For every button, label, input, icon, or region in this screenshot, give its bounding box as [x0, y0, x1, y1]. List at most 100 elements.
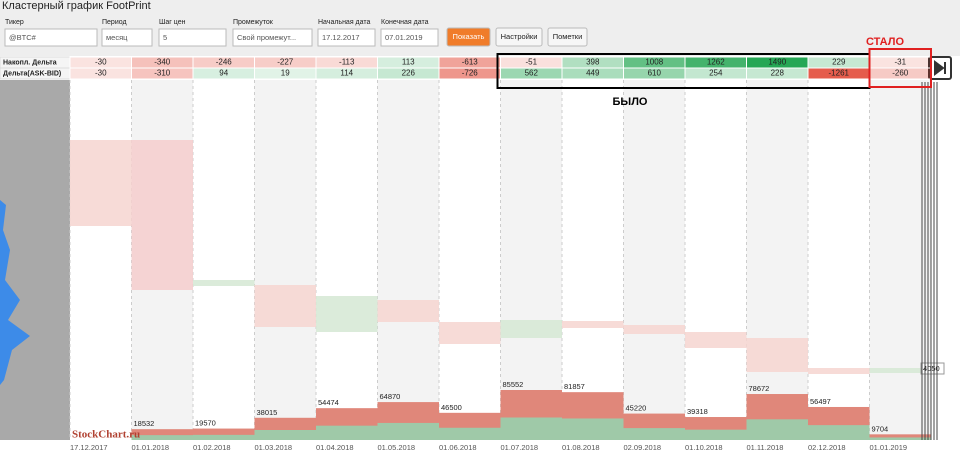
control-label: Промежуток: [233, 19, 274, 26]
button-label: Пометки: [553, 32, 583, 41]
row-label: Дельта(ASK-BID): [3, 70, 61, 77]
delta-value: 610: [648, 69, 662, 78]
input-box[interactable]: [158, 28, 227, 47]
value-area: [869, 368, 931, 373]
left-profile-panel: [0, 80, 70, 440]
delta-value: 1262: [707, 58, 725, 67]
volume-bar-lower: [746, 419, 808, 440]
button[interactable]: [495, 27, 543, 47]
date-label: 01.01.2018: [132, 443, 170, 452]
volume-label: 18532: [134, 419, 155, 428]
volume-label: 46500: [441, 403, 462, 412]
control-label: Тикер: [5, 19, 24, 26]
volume-label: 19570: [195, 419, 216, 428]
delta-value: 228: [771, 69, 785, 78]
column-bg: [254, 80, 316, 440]
button[interactable]: [446, 27, 491, 47]
input-box[interactable]: [232, 28, 313, 47]
volume-bar-lower: [439, 427, 501, 440]
delta-value: -30: [95, 69, 107, 78]
input-box[interactable]: [101, 28, 153, 47]
volume-bar-lower: [623, 428, 685, 440]
delta-value: 226: [402, 69, 416, 78]
date-label: 01.05.2018: [378, 443, 416, 452]
volume-bar-lower: [193, 434, 255, 440]
volume-bar: [869, 434, 931, 440]
after-box: [868, 48, 932, 88]
volume-label: 38015: [257, 408, 278, 417]
input-value: Свой промежут...: [237, 33, 296, 42]
value-area: [439, 322, 501, 344]
price-label-box: [920, 362, 945, 375]
delta-value: -227: [277, 58, 294, 67]
volume-label: 56497: [810, 397, 831, 406]
column-bg: [869, 80, 931, 440]
input-box[interactable]: [380, 28, 439, 47]
delta-value: 229: [832, 58, 846, 67]
volume-bar-lower: [316, 425, 378, 440]
volume-bar: [131, 429, 193, 440]
scroll-icon: [934, 60, 946, 76]
delta-value: -1261: [829, 69, 850, 78]
delta-value: -246: [216, 58, 233, 67]
volume-bar-lower: [254, 430, 316, 440]
volume-bar: [193, 428, 255, 440]
delta-value: 254: [709, 69, 723, 78]
volume-bar-lower: [562, 418, 624, 440]
volume-label: 85552: [503, 380, 524, 389]
value-area: [316, 296, 378, 332]
volume-bar-lower: [377, 422, 439, 440]
after-label: СТАЛО: [866, 36, 904, 48]
input-box[interactable]: [4, 28, 98, 47]
date-label: 01.06.2018: [439, 443, 477, 452]
column-bg: [377, 80, 439, 440]
input-value: месяц: [106, 33, 128, 42]
control-label: Шаг цен: [159, 19, 186, 26]
delta-value: -340: [154, 58, 171, 67]
date-label: 02.12.2018: [808, 443, 846, 452]
input-value: 17.12.2017: [322, 33, 360, 42]
delta-value: -726: [462, 69, 479, 78]
volume-profile: [0, 200, 30, 385]
date-label: 01.08.2018: [562, 443, 600, 452]
row-label: Накопл. Дельта: [3, 59, 57, 66]
volume-bar-lower: [808, 425, 870, 440]
button-label: Показать: [453, 32, 485, 41]
date-label: 01.11.2018: [747, 443, 784, 452]
before-label: БЫЛО: [613, 96, 648, 108]
volume-label: 9704: [872, 424, 889, 433]
volume-label: 64870: [380, 392, 401, 401]
delta-value: -31: [894, 58, 906, 67]
value-area: [500, 320, 562, 338]
value-area: [377, 300, 439, 322]
page-title: Кластерный график FootPrint: [2, 0, 151, 12]
volume-label: 54474: [318, 398, 339, 407]
value-area: [808, 368, 870, 374]
control-label: Период: [102, 19, 127, 26]
volume-label: 45220: [626, 404, 647, 413]
delta-value: -310: [154, 69, 171, 78]
input-box[interactable]: [317, 28, 376, 47]
value-area: [254, 285, 316, 327]
delta-value: 562: [525, 69, 539, 78]
value-area: [131, 140, 193, 290]
date-label: 02.09.2018: [624, 443, 662, 452]
column-bg: [623, 80, 685, 440]
date-label: 01.03.2018: [255, 443, 293, 452]
volume-label: 81857: [564, 382, 585, 391]
value-area: [746, 338, 808, 372]
value-area: [562, 321, 624, 328]
date-label: 01.10.2018: [685, 443, 723, 452]
delta-value: -260: [892, 69, 909, 78]
value-area: [623, 325, 685, 334]
volume-bar-lower: [869, 437, 931, 440]
input-value: @BTC#: [9, 33, 37, 42]
control-label: Начальная дата: [318, 19, 371, 26]
input-value: 5: [163, 33, 167, 42]
date-label: 01.07.2018: [501, 443, 539, 452]
delta-value: -51: [525, 58, 537, 67]
column-bg: [500, 80, 562, 440]
button[interactable]: [547, 27, 588, 47]
delta-value: -613: [462, 58, 479, 67]
volume-label: 78672: [749, 384, 770, 393]
